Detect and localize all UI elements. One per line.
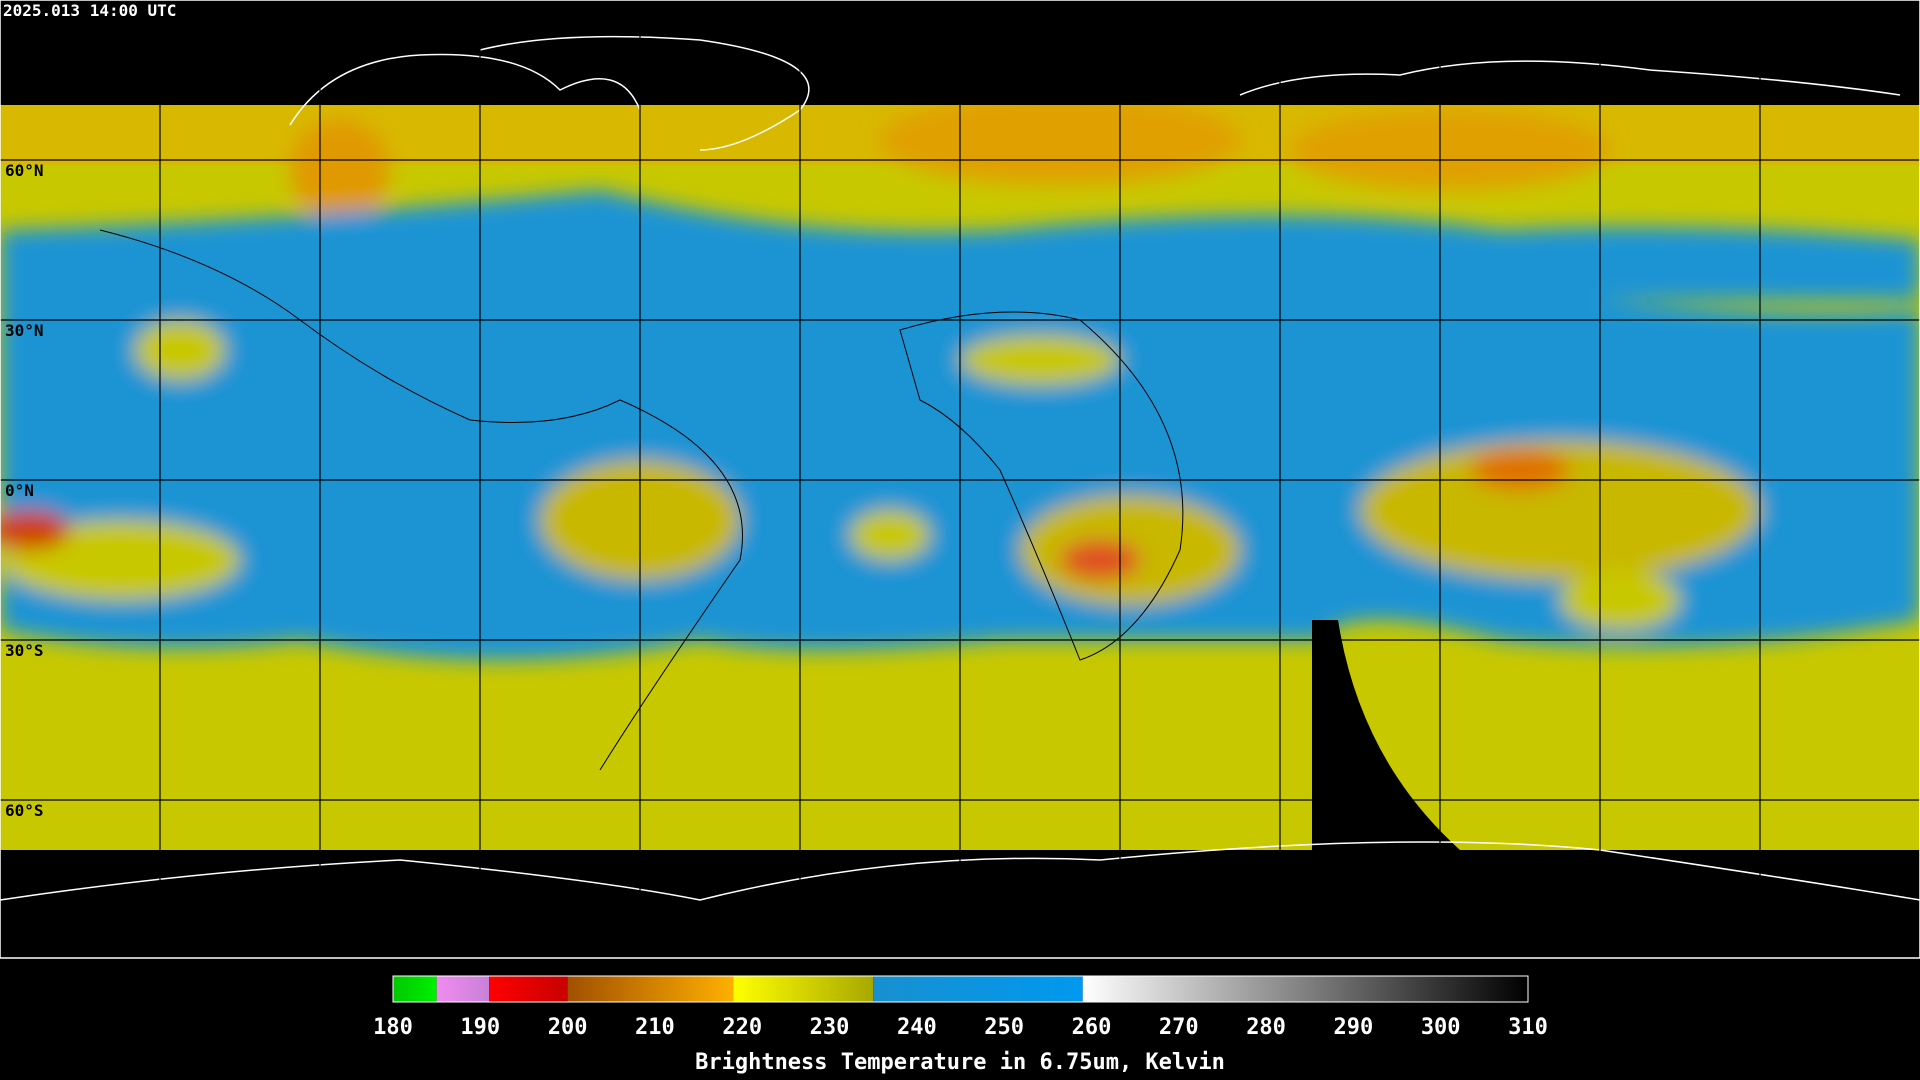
- colorbar-tick-label: 260: [1072, 1015, 1112, 1040]
- colorbar-segment: [393, 976, 437, 1002]
- graticule: 60°N 30°N 0°N 30°S 60°S: [0, 159, 1920, 820]
- colorbar-tick-label: 180: [373, 1015, 413, 1040]
- colorbar-tick-label: 240: [897, 1015, 937, 1040]
- lat-label: 30°N: [5, 321, 44, 340]
- colorbar-segment: [436, 976, 490, 1002]
- lat-label: 60°N: [5, 161, 44, 180]
- colorbar-segment: [489, 976, 568, 1002]
- colorbar-tick-label: 280: [1246, 1015, 1286, 1040]
- colorbar-tick-label: 300: [1421, 1015, 1461, 1040]
- colorbar-segment: [567, 976, 734, 1002]
- colorbar-segment: [873, 976, 1083, 1002]
- colorbar-tick-label: 190: [460, 1015, 500, 1040]
- colorbar-tick-label: 220: [722, 1015, 762, 1040]
- colorbar-tick-label: 250: [984, 1015, 1024, 1040]
- timestamp: 2025.013 14:00 UTC: [3, 1, 176, 20]
- colorbar-segment: [1082, 976, 1528, 1002]
- colorbar-frame: [392, 975, 1529, 1003]
- colorbar: 180 190 200 210 220 230 240 250 260 270 280 290 300 3…: [373, 975, 1548, 1040]
- lat-label: 30°S: [5, 641, 44, 660]
- colorbar-tick-label: 210: [635, 1015, 675, 1040]
- colorbar-tick-label: 200: [548, 1015, 588, 1040]
- colorbar-tick-label: 290: [1334, 1015, 1374, 1040]
- colorbar-title: Brightness Temperature in 6.75um, Kelvin: [695, 1050, 1225, 1075]
- colorbar-segment: [733, 976, 874, 1002]
- colorbar-tick-label: 310: [1508, 1015, 1548, 1040]
- lat-label: 0°N: [5, 481, 34, 500]
- map-frame: [0, 0, 1920, 959]
- colorbar-tick-label: 230: [810, 1015, 850, 1040]
- lat-label: 60°S: [5, 801, 44, 820]
- colorbar-tick-label: 270: [1159, 1015, 1199, 1040]
